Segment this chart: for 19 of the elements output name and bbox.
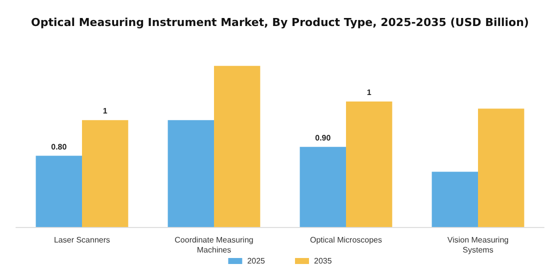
bar xyxy=(478,108,524,227)
data-label: 1 xyxy=(102,106,108,116)
x-tick-label: Vision Measuring Systems xyxy=(447,236,509,254)
x-tick-label: Laser Scanners xyxy=(54,236,110,244)
bar xyxy=(36,156,82,227)
x-tick-label: Optical Microscopes xyxy=(310,236,382,244)
data-label: 0.80 xyxy=(51,142,68,152)
legend-label: 2035 xyxy=(314,256,332,266)
bar xyxy=(82,120,128,227)
bar xyxy=(432,172,478,227)
data-label: 1 xyxy=(366,88,372,97)
legend-label: 2025 xyxy=(247,256,266,266)
bar xyxy=(300,146,346,227)
data-label: 0.90 xyxy=(315,133,332,142)
chart-title: Optical Measuring Instrument Market, By Product Type, 2025-2035 (USD Billion) xyxy=(31,16,529,29)
bar xyxy=(346,101,392,227)
bar xyxy=(214,66,260,227)
bar xyxy=(168,120,214,227)
x-tick-label: Coordinate Measuring Machines xyxy=(174,236,254,254)
